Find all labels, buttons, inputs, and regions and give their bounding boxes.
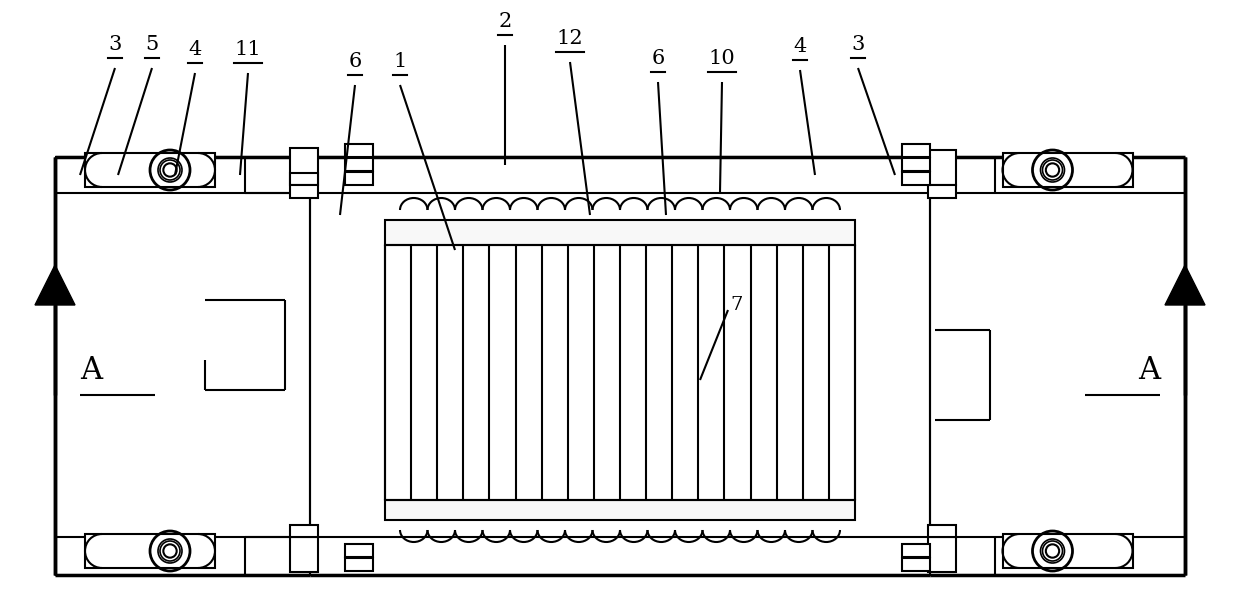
Bar [928,185,956,198]
Text: 3: 3 [852,35,864,54]
Bar [928,525,956,537]
Bar [290,525,317,537]
Bar [901,144,930,157]
Polygon shape [35,265,74,305]
Text: 1: 1 [393,52,407,71]
Text: 6: 6 [651,49,665,68]
Bar [290,173,317,185]
Bar [901,544,930,557]
Bar [1002,153,1132,187]
Text: 4: 4 [188,40,202,59]
Text: A: A [1138,354,1159,386]
Bar [928,150,956,185]
Text: 3: 3 [108,35,122,54]
Bar [345,544,373,557]
Text: 7: 7 [730,296,743,314]
Text: 11: 11 [234,40,262,59]
Bar [345,558,373,571]
Text: 2: 2 [498,12,512,31]
Bar [345,144,373,157]
Bar [384,220,856,245]
Text: 4: 4 [794,37,807,56]
Text: 5: 5 [145,35,159,54]
Bar [384,245,856,500]
Text: 10: 10 [708,49,735,68]
Bar [928,537,956,572]
Text: 6: 6 [348,52,362,71]
Bar [1002,534,1132,568]
Bar [901,558,930,571]
Bar [345,158,373,171]
Bar [345,172,373,185]
Bar [86,534,215,568]
Bar [86,153,215,187]
Bar [290,185,317,198]
Bar [384,500,856,520]
Polygon shape [1166,265,1205,305]
Bar [290,148,317,183]
Text: A: A [81,354,102,386]
Bar [901,172,930,185]
Bar [290,537,317,572]
Bar [901,158,930,171]
Text: 12: 12 [557,29,583,48]
